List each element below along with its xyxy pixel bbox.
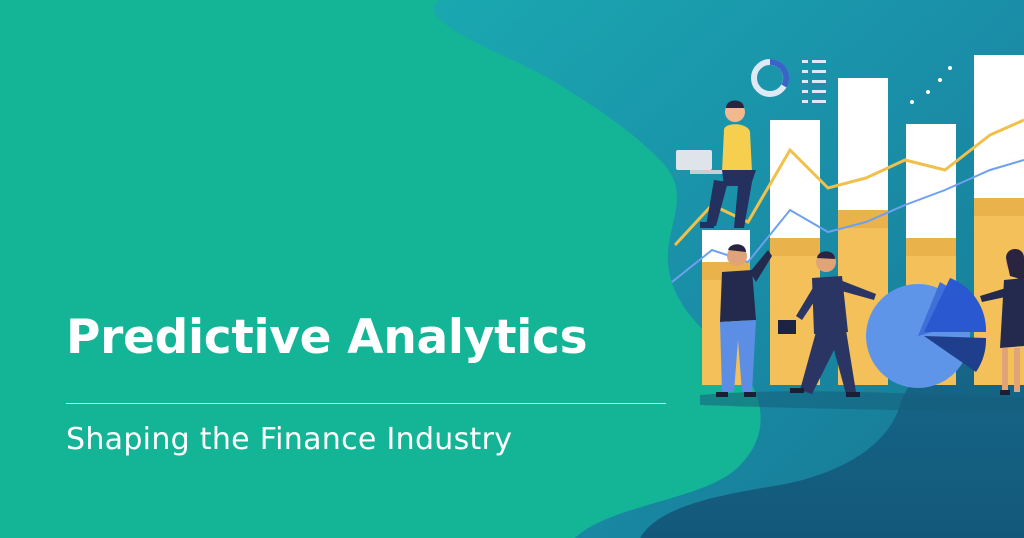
businessman-with-briefcase <box>778 251 876 397</box>
page-title: Predictive Analytics <box>66 310 588 365</box>
person-sitting-with-laptop <box>676 100 756 228</box>
trend-line-gold <box>673 118 1024 247</box>
title-divider <box>66 403 666 404</box>
laptop-icon <box>676 150 712 170</box>
donut-chart-icon <box>751 58 790 97</box>
ground-shadow <box>700 391 1024 412</box>
briefcase-icon <box>778 320 796 334</box>
list-lines-icon <box>802 60 826 103</box>
pie-chart-icon <box>866 278 987 388</box>
person-raising-arm <box>716 244 772 397</box>
page-subtitle: Shaping the Finance Industry <box>66 422 513 457</box>
sparkle-dots-icon <box>910 66 952 104</box>
deep-blue-wave <box>640 345 1024 538</box>
woman-presenting <box>980 249 1024 395</box>
